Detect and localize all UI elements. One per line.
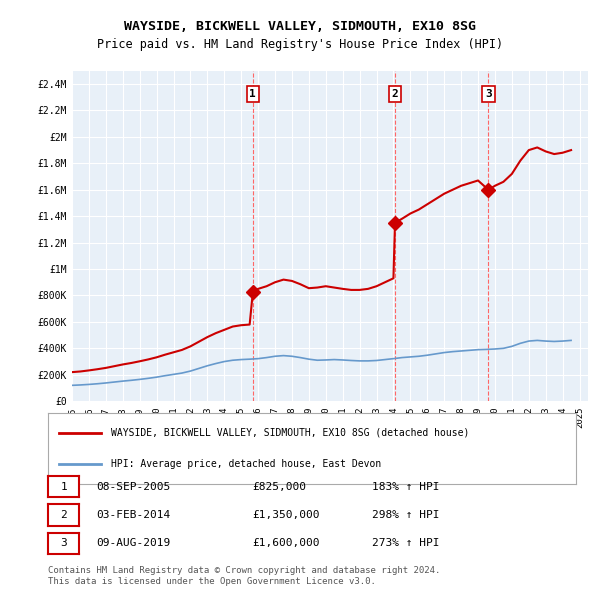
Text: 1: 1 [250,89,256,99]
Text: Contains HM Land Registry data © Crown copyright and database right 2024.: Contains HM Land Registry data © Crown c… [48,566,440,575]
Text: £1,600,000: £1,600,000 [252,539,320,548]
Text: 2: 2 [60,510,67,520]
Text: 1: 1 [60,482,67,491]
Text: 08-SEP-2005: 08-SEP-2005 [96,482,170,491]
Text: 3: 3 [485,89,492,99]
Text: 183% ↑ HPI: 183% ↑ HPI [372,482,439,491]
Text: 03-FEB-2014: 03-FEB-2014 [96,510,170,520]
Text: WAYSIDE, BICKWELL VALLEY, SIDMOUTH, EX10 8SG: WAYSIDE, BICKWELL VALLEY, SIDMOUTH, EX10… [124,20,476,33]
Text: Price paid vs. HM Land Registry's House Price Index (HPI): Price paid vs. HM Land Registry's House … [97,38,503,51]
Text: 273% ↑ HPI: 273% ↑ HPI [372,539,439,548]
Text: 3: 3 [60,539,67,548]
Text: £1,350,000: £1,350,000 [252,510,320,520]
Text: 2: 2 [392,89,398,99]
Text: HPI: Average price, detached house, East Devon: HPI: Average price, detached house, East… [112,459,382,469]
Text: £825,000: £825,000 [252,482,306,491]
Text: 09-AUG-2019: 09-AUG-2019 [96,539,170,548]
Text: 298% ↑ HPI: 298% ↑ HPI [372,510,439,520]
Text: WAYSIDE, BICKWELL VALLEY, SIDMOUTH, EX10 8SG (detached house): WAYSIDE, BICKWELL VALLEY, SIDMOUTH, EX10… [112,428,470,438]
Text: This data is licensed under the Open Government Licence v3.0.: This data is licensed under the Open Gov… [48,576,376,586]
